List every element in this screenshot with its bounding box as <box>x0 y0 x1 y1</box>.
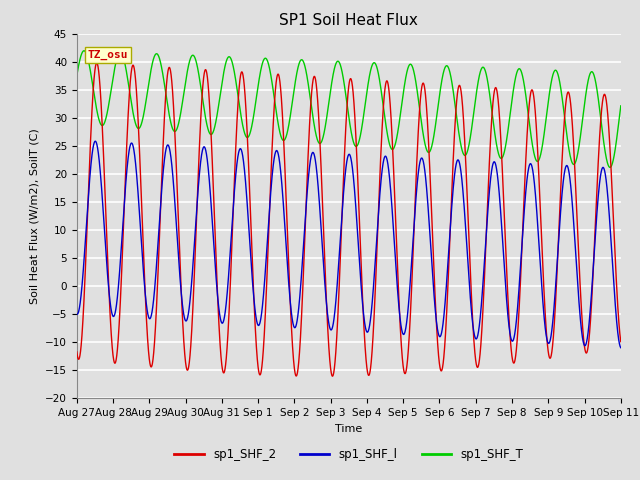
Legend: sp1_SHF_2, sp1_SHF_l, sp1_SHF_T: sp1_SHF_2, sp1_SHF_l, sp1_SHF_T <box>170 443 528 466</box>
Y-axis label: Soil Heat Flux (W/m2), SoilT (C): Soil Heat Flux (W/m2), SoilT (C) <box>29 128 40 304</box>
Text: TZ_osu: TZ_osu <box>88 50 128 60</box>
Title: SP1 Soil Heat Flux: SP1 Soil Heat Flux <box>280 13 418 28</box>
X-axis label: Time: Time <box>335 424 362 433</box>
